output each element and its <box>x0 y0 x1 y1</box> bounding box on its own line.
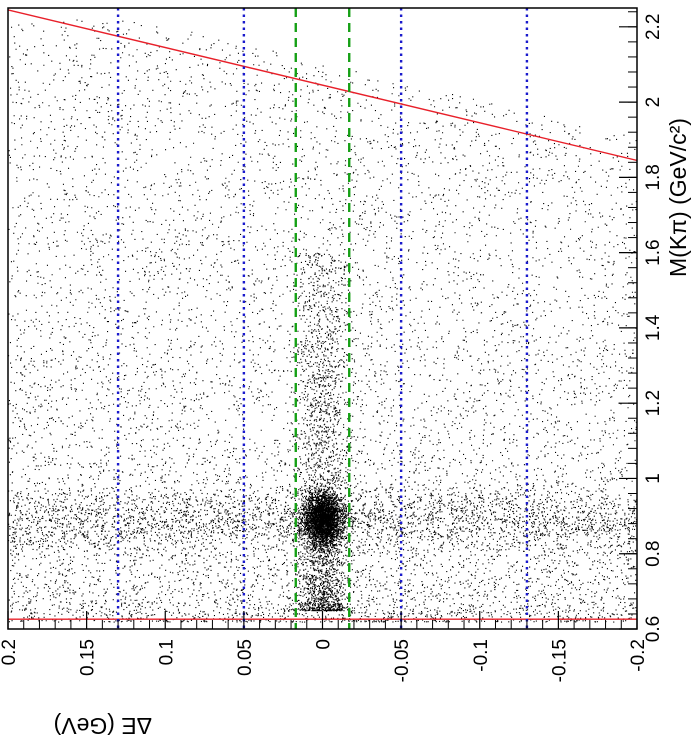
y-tick-label: 1.4 <box>643 314 664 341</box>
x-tick-label: 0.2 <box>0 639 20 665</box>
y-tick-label: 2 <box>643 97 664 108</box>
x-tick-label-group: -0.05 <box>392 639 413 682</box>
x-tick-label: 0.1 <box>156 639 177 665</box>
scatter-points <box>8 19 637 623</box>
y-tick-label: 0.6 <box>643 616 664 642</box>
x-tick-label: 0.05 <box>235 639 256 676</box>
x-tick-label-group: -0.2 <box>628 639 649 672</box>
y-tick-label: 1.8 <box>643 164 664 190</box>
x-tick-label-group: -0.15 <box>549 639 570 682</box>
x-tick-label-group: 0.1 <box>156 639 177 665</box>
x-tick-label: -0.2 <box>628 639 649 672</box>
y-tick-label: 1.2 <box>643 390 664 416</box>
y-tick-label-group: 2.2 <box>643 14 664 40</box>
y-tick-label-group: 1.4 <box>643 314 664 341</box>
x-tick-label: -0.1 <box>471 639 492 672</box>
x-axis-ticks: 0.2 0.15 0.1 0.05 0 -0.05 -0.1 -0.15 -0.2 <box>0 611 649 682</box>
y-tick-label: 1 <box>643 473 664 484</box>
y-axis-ticks: 0.6 0.8 1 1.2 1.4 1.6 1.8 2 2.2 <box>619 11 664 642</box>
y-tick-label-group: 1 <box>643 473 664 484</box>
x-tick-label: -0.15 <box>549 639 570 682</box>
x-tick-label-group: 0 <box>314 639 335 650</box>
x-tick-label-group: -0.1 <box>471 639 492 672</box>
y-axis-title-group: M(Kπ) (GeV/c²) <box>665 118 691 277</box>
kinematic-limit-line <box>8 9 637 162</box>
y-tick-label-group: 1.8 <box>643 164 664 190</box>
x-tick-label: 0.15 <box>78 639 99 676</box>
y-tick-label-group: 2 <box>643 97 664 108</box>
x-tick-label-group: 0.05 <box>235 639 256 676</box>
y-axis-title: M(Kπ) (GeV/c²) <box>665 118 691 277</box>
y-tick-label-group: 1.6 <box>643 239 664 265</box>
x-tick-label-group: 0.2 <box>0 639 20 665</box>
data-points <box>8 19 637 623</box>
y-tick-label: 1.6 <box>643 239 664 265</box>
x-tick-label: -0.05 <box>392 639 413 682</box>
y-tick-label: 2.2 <box>643 14 664 40</box>
x-tick-label: 0 <box>314 639 335 650</box>
x-axis-title: ΔE (GeV) <box>54 713 152 739</box>
y-tick-label-group: 0.6 <box>643 616 664 642</box>
y-tick-label: 0.8 <box>643 541 664 567</box>
y-tick-label-group: 1.2 <box>643 390 664 416</box>
x-tick-label-group: 0.15 <box>78 639 99 676</box>
y-tick-label-group: 0.8 <box>643 541 664 567</box>
x-axis-title-group: ΔE (GeV) <box>54 713 152 739</box>
